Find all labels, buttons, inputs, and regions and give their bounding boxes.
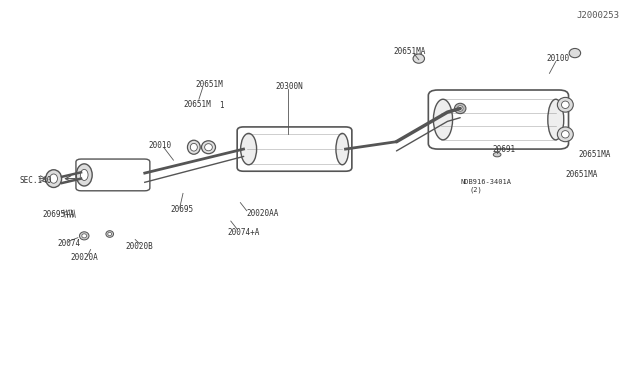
Ellipse shape [561,101,569,109]
Text: 20651M: 20651M [196,80,223,89]
Text: 20691: 20691 [492,145,515,154]
Ellipse shape [190,143,197,151]
Text: 20651MA: 20651MA [565,170,598,179]
Ellipse shape [458,106,463,111]
Text: 20695: 20695 [170,205,193,215]
Text: 20651M: 20651M [183,100,211,109]
Ellipse shape [241,134,257,165]
Ellipse shape [82,234,86,238]
Text: J2000253: J2000253 [577,11,620,20]
Ellipse shape [50,174,58,183]
Ellipse shape [493,153,501,157]
Ellipse shape [202,141,216,154]
Text: 20074+A: 20074+A [228,228,260,237]
Text: 20651MA: 20651MA [394,47,426,56]
Ellipse shape [79,232,89,240]
Ellipse shape [557,127,573,142]
Ellipse shape [557,97,573,112]
Text: (2): (2) [470,186,483,193]
Ellipse shape [81,169,88,180]
Ellipse shape [569,48,580,58]
Text: 20010: 20010 [148,141,171,150]
Ellipse shape [205,144,212,151]
Text: 20020B: 20020B [125,242,154,251]
Ellipse shape [548,99,564,140]
Ellipse shape [188,140,200,154]
Text: 1: 1 [220,101,224,110]
Text: 20020A: 20020A [70,253,98,263]
Text: 20100: 20100 [546,54,570,63]
Text: NDB916-3401A: NDB916-3401A [460,179,511,185]
Ellipse shape [454,103,466,113]
Text: 20074: 20074 [58,239,81,248]
Text: 20020AA: 20020AA [246,209,279,218]
Ellipse shape [108,232,111,235]
Text: 20651MA: 20651MA [578,150,611,159]
Ellipse shape [336,134,349,165]
Ellipse shape [413,54,424,63]
Ellipse shape [561,131,569,138]
Text: 20300N: 20300N [275,82,303,91]
Text: SEC.140: SEC.140 [19,176,52,185]
Ellipse shape [433,99,452,140]
Ellipse shape [106,231,113,237]
Text: 20695+A: 20695+A [43,210,75,219]
Ellipse shape [76,164,92,186]
Ellipse shape [45,170,61,187]
